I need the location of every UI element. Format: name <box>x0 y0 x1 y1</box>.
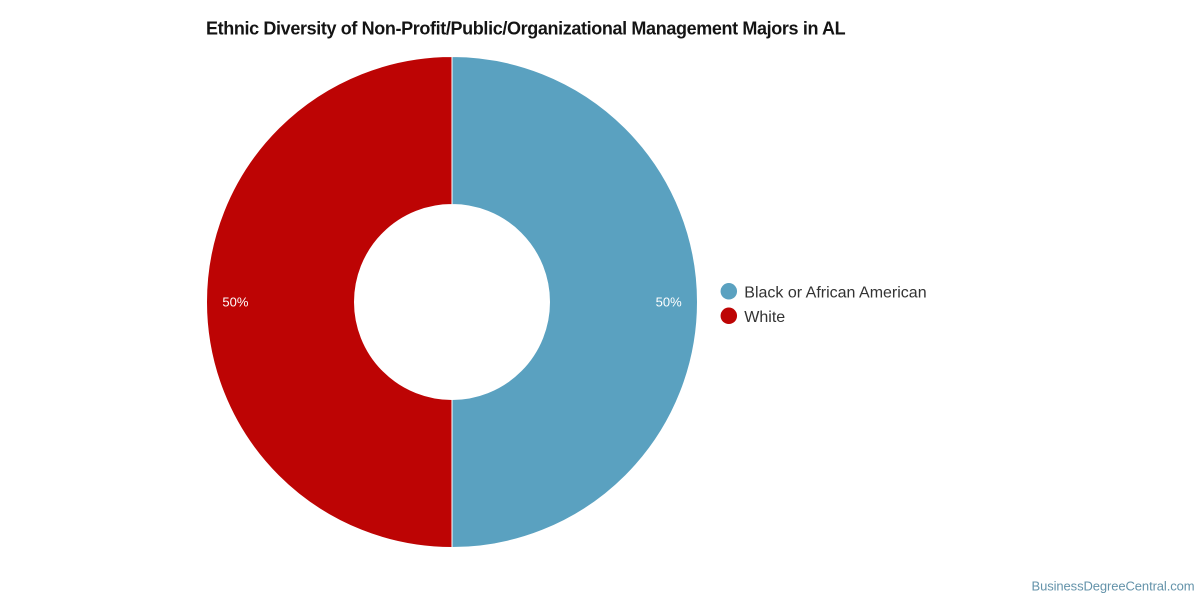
svg-text:50%: 50% <box>222 295 248 310</box>
svg-text:White: White <box>744 309 785 326</box>
svg-text:BusinessDegreeCentral.com: BusinessDegreeCentral.com <box>1032 579 1195 594</box>
svg-text:Black or African American: Black or African American <box>744 284 926 301</box>
svg-text:Ethnic Diversity of Non-Profit: Ethnic Diversity of Non-Profit/Public/Or… <box>206 19 846 39</box>
svg-text:50%: 50% <box>656 295 682 310</box>
